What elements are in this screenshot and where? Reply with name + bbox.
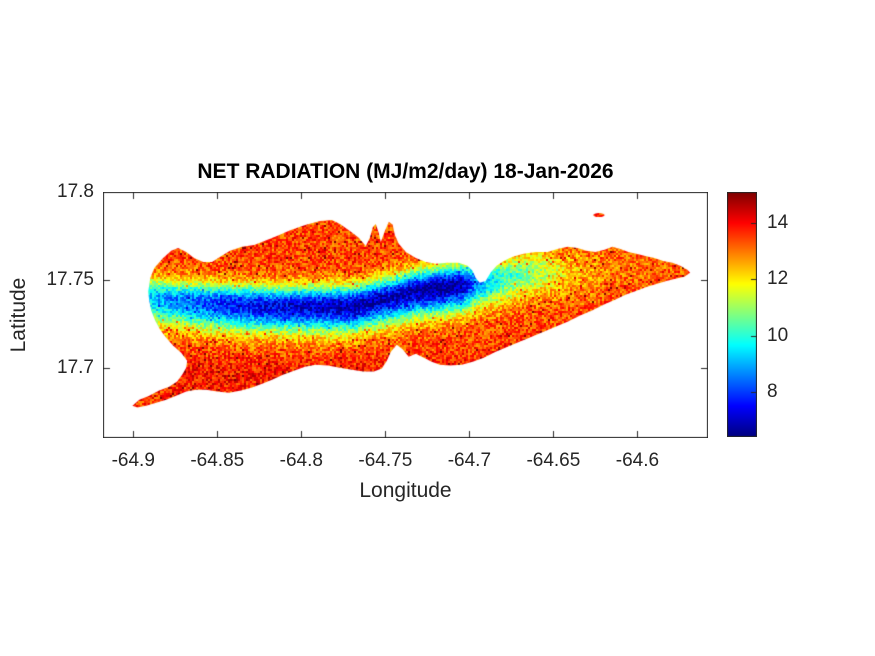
colorbar-tick-label: 12 [767, 268, 789, 290]
x-axis-label: Longitude [359, 479, 452, 502]
x-tick-label: -64.7 [447, 450, 492, 471]
y-tick-label: 17.75 [46, 268, 94, 290]
chart-title: NET RADIATION (MJ/m2/day) 18-Jan-2026 [197, 160, 614, 183]
x-tick-label: -64.75 [358, 450, 413, 471]
heatmap-plot-area [103, 192, 708, 438]
colorbar-tick-label: 8 [767, 380, 778, 402]
colorbar-tick-label: 14 [767, 211, 789, 233]
y-tick-label: 17.8 [57, 181, 94, 202]
colorbar [727, 192, 757, 437]
y-axis-label: Latitude [7, 277, 30, 353]
x-tick-label: -64.8 [279, 450, 323, 471]
x-tick-label: -64.6 [615, 450, 660, 471]
y-tick-label: 17.7 [57, 356, 94, 378]
x-tick-label: -64.85 [190, 450, 245, 471]
x-tick-label: -64.65 [526, 450, 581, 471]
colorbar-tick-label: 10 [767, 324, 789, 346]
x-tick-label: -64.9 [111, 450, 155, 471]
